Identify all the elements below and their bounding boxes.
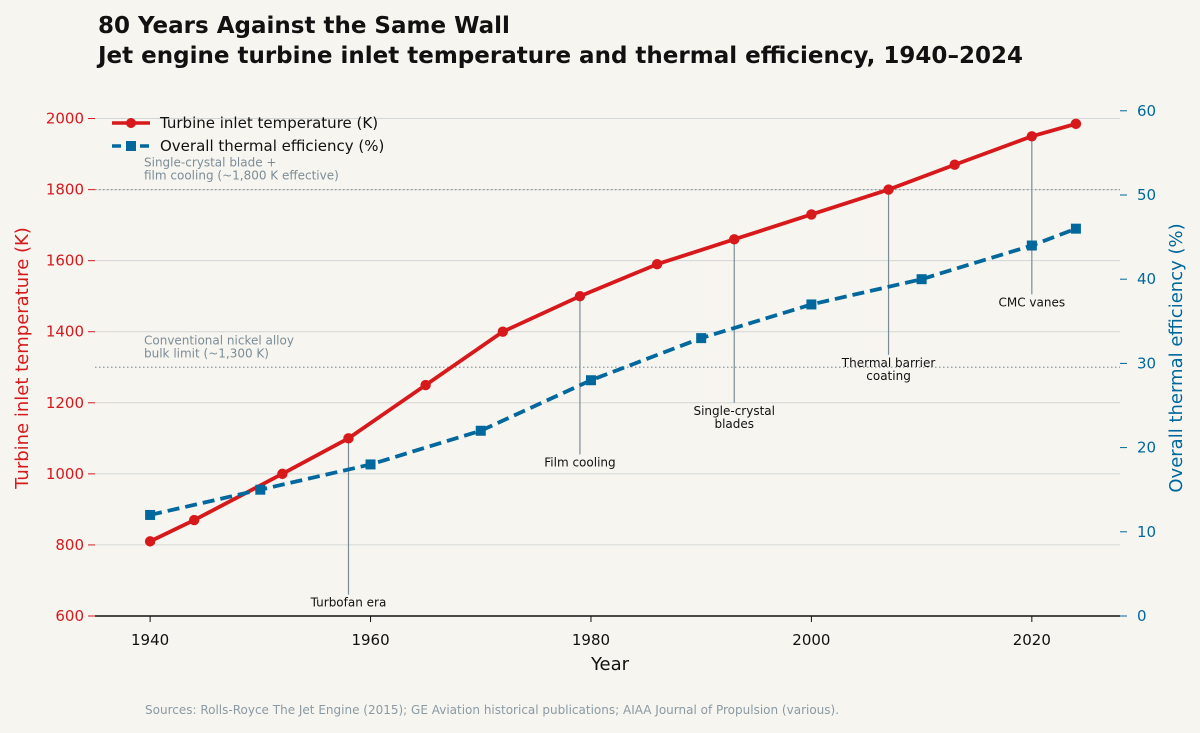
series	[144, 118, 1082, 547]
legend-temperature-marker	[126, 118, 136, 128]
annotation-label: CMC vanes	[999, 295, 1066, 309]
legend: Turbine inlet temperature (K) Overall th…	[112, 114, 384, 155]
y-axis-left-label: Turbine inlet temperature (K)	[12, 227, 33, 490]
temperature-point	[883, 184, 894, 195]
y-left-tick-label: 2000	[46, 110, 84, 128]
x-tick-label: 1940	[131, 631, 169, 649]
temperature-point	[1026, 131, 1038, 142]
chart-subtitle: Jet engine turbine inlet temperature and…	[96, 43, 1023, 69]
efficiency-point	[475, 425, 486, 436]
chart-title: 80 Years Against the Same Wall	[98, 13, 510, 39]
y-axis-left-ticks: 600 800 1000 1200 1400 1600 1800 2000	[46, 110, 95, 625]
y-right-tick-label: 50	[1137, 186, 1156, 204]
legend-efficiency-label: Overall thermal efficiency (%)	[160, 137, 384, 155]
y-axis-right-label: Overall thermal efficiency (%)	[1166, 223, 1187, 492]
efficiency-point	[1026, 240, 1037, 251]
temperature-point	[144, 536, 156, 547]
y-right-tick-label: 60	[1137, 102, 1156, 120]
efficiency-point	[145, 509, 156, 520]
y-left-tick-label: 600	[55, 607, 84, 625]
y-right-tick-label: 0	[1137, 607, 1147, 625]
temperature-point	[651, 259, 663, 270]
source-note: Sources: Rolls-Royce The Jet Engine (201…	[145, 703, 839, 717]
reference-line-label: Single-crystal blade +	[144, 156, 277, 170]
x-tick-label: 2020	[1013, 631, 1051, 649]
annotation-label: Film cooling	[544, 455, 615, 469]
efficiency-point	[1070, 223, 1081, 234]
y-right-tick-label: 40	[1137, 270, 1156, 288]
annotation-label: Turbofan era	[310, 596, 387, 610]
y-right-tick-label: 20	[1137, 439, 1156, 457]
temperature-point	[343, 433, 354, 444]
temperature-point	[420, 379, 431, 391]
efficiency-point	[255, 484, 266, 495]
annotation-label: blades	[714, 417, 754, 431]
efficiency-point	[806, 299, 817, 310]
temperature-point	[1070, 118, 1082, 130]
y-right-tick-label: 30	[1137, 354, 1156, 372]
annotation-label: Single-crystal	[693, 404, 775, 418]
temperature-point	[188, 514, 200, 526]
y-left-tick-label: 1600	[46, 252, 84, 270]
efficiency-point	[585, 375, 596, 386]
annotation-label: Thermal barrier	[841, 356, 936, 370]
legend-efficiency-marker	[126, 141, 136, 151]
efficiency-point	[365, 459, 376, 470]
x-axis-label: Year	[590, 654, 630, 675]
efficiency-series-line	[149, 226, 1077, 517]
y-left-tick-label: 1200	[46, 394, 84, 412]
temperature-point	[277, 468, 288, 480]
x-tick-label: 1980	[572, 631, 610, 649]
x-axis-ticks: 1940 1960 1980 2000 2020	[131, 616, 1051, 649]
y-right-tick-label: 10	[1137, 523, 1156, 541]
temperature-point	[949, 159, 960, 170]
efficiency-point	[916, 274, 927, 285]
reference-line-label: Conventional nickel alloy	[144, 333, 294, 347]
x-tick-label: 2000	[792, 631, 830, 649]
efficiency-point	[696, 333, 707, 344]
temperature-point	[806, 209, 817, 220]
temperature-series-line	[149, 122, 1077, 544]
reference-lines: Single-crystal blade +film cooling (~1,8…	[95, 156, 1120, 368]
reference-line-label: bulk limit (~1,300 K)	[144, 346, 269, 360]
reference-line-label: film cooling (~1,800 K effective)	[144, 169, 339, 183]
y-left-tick-label: 800	[55, 536, 84, 554]
y-left-tick-label: 1400	[46, 323, 84, 341]
y-axis-right-ticks: 0 10 20 30 40 50 60	[1120, 102, 1156, 625]
annotation-label: coating	[866, 369, 911, 383]
x-tick-label: 1960	[351, 631, 389, 649]
annotations: Turbofan era Film cooling Single-crystalbl…	[310, 136, 1066, 610]
temperature-point	[497, 326, 508, 337]
y-left-tick-label: 1000	[46, 465, 84, 483]
legend-temperature-label: Turbine inlet temperature (K)	[159, 114, 378, 132]
y-left-tick-label: 1800	[46, 181, 84, 199]
temperature-point	[729, 234, 740, 245]
temperature-point	[574, 291, 586, 302]
